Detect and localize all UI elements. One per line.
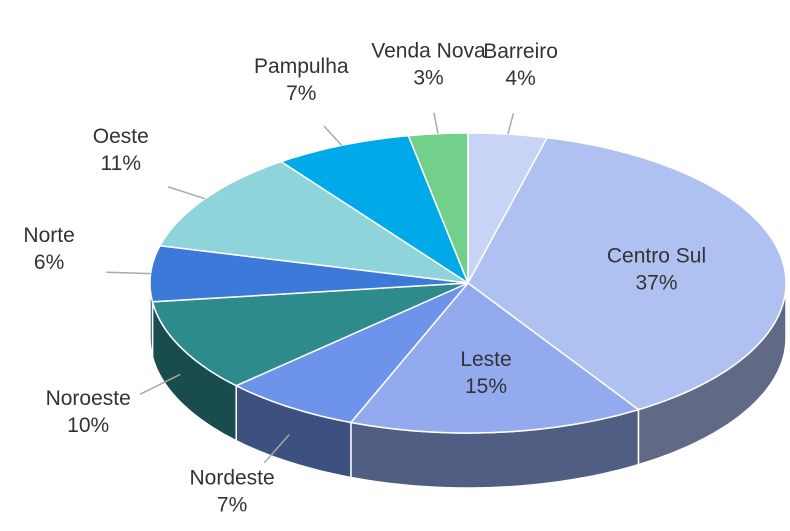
slice xyxy=(234,282,469,424)
slice xyxy=(158,160,469,284)
slice-label-name: Norte xyxy=(23,224,74,247)
leader-line xyxy=(139,373,181,395)
leader-line xyxy=(106,271,151,275)
leader-line xyxy=(507,113,515,135)
slice-label-value: 7% xyxy=(217,493,247,516)
slice-label-name: Nordeste xyxy=(189,466,274,489)
slice-label-value: 6% xyxy=(34,251,64,274)
slice-label-name: Oeste xyxy=(93,125,149,148)
leader-line xyxy=(167,186,206,200)
slice-label-value: 4% xyxy=(505,67,535,90)
slice-label-name: Barreiro xyxy=(483,40,558,63)
slice-label-name: Centro Sul xyxy=(607,244,706,267)
slice-label-name: Noroeste xyxy=(46,387,131,410)
slice-label-name: Venda Nova xyxy=(371,39,486,62)
slice-label-value: 11% xyxy=(101,152,141,175)
leader-line xyxy=(263,434,290,464)
slice xyxy=(407,132,469,284)
slice-label-value: 3% xyxy=(413,66,443,89)
slice-label-name: Leste xyxy=(460,348,511,371)
slice xyxy=(349,281,641,434)
slice xyxy=(151,282,469,387)
slice-label-value: 37% xyxy=(635,271,677,294)
leader-line xyxy=(323,125,343,146)
leader-line xyxy=(433,112,439,134)
slice-label-value: 7% xyxy=(286,82,316,105)
slice-label-value: 15% xyxy=(465,375,507,398)
slice-label-name: Pampulha xyxy=(254,55,349,78)
slice-label-value: 10% xyxy=(67,414,109,437)
